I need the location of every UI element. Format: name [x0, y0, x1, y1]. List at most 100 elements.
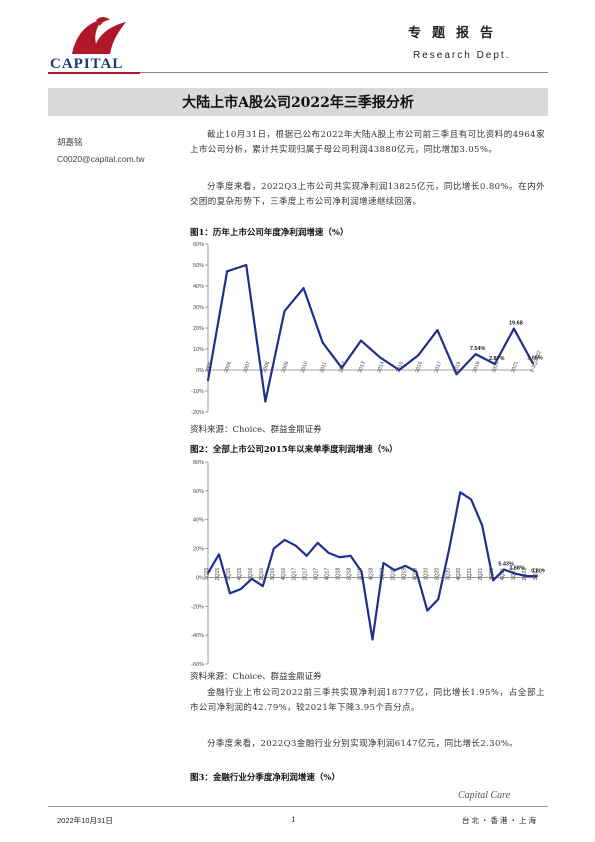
logo-wordmark: CAPITAL: [50, 56, 124, 72]
y-tick-label: 30%: [193, 305, 204, 311]
data-point: [294, 544, 297, 547]
report-type: 专题报告: [408, 26, 505, 41]
y-tick-label: 10%: [193, 347, 204, 353]
data-point: [327, 552, 330, 554]
data-point: [532, 362, 534, 365]
x-tick-label: 3Q19: [401, 568, 407, 581]
x-tick-label: 2012: [338, 361, 348, 374]
figure-1-source: 资料来源：Choice、群益金鼎证券: [190, 425, 322, 435]
data-point: [272, 547, 275, 550]
author-email[interactable]: C0020@capital.com.tw: [57, 154, 145, 164]
x-tick-label: 2014: [376, 361, 386, 374]
x-tick-label: 2Q15: [215, 568, 221, 581]
data-point: [481, 524, 484, 527]
data-point: [426, 609, 429, 612]
x-tick-label: 2Q19: [390, 568, 396, 581]
x-tick-label: 2008: [262, 361, 272, 374]
figure-1-title: 图1：历年上市公司年度净利润增速（%）: [190, 228, 349, 238]
data-point: [415, 570, 418, 573]
figure-2-source: 资料来源：Choice、群益金鼎证券: [190, 672, 322, 682]
data-point: [283, 310, 286, 313]
data-point: [250, 577, 253, 580]
title-bar: [48, 88, 548, 116]
data-point: [379, 356, 381, 359]
data-point: [245, 264, 248, 266]
y-tick-label: 0%: [196, 368, 204, 374]
paragraph-1: 截止10月31日，根据已公布2022年大陆A股上市公司前三季且有可比资料的496…: [190, 130, 545, 155]
x-tick-label: 2015: [395, 361, 405, 374]
research-dept: Research Dept.: [413, 50, 511, 61]
data-point: [321, 341, 324, 344]
x-tick-label: 1Q21: [467, 568, 473, 581]
x-tick-label: 4Q15: [237, 568, 243, 581]
data-point: [525, 575, 527, 577]
x-tick-label: 4Q17: [325, 568, 331, 581]
x-tick-label: 4Q18: [369, 568, 375, 581]
y-tick-label: -20%: [191, 604, 204, 610]
x-tick-label: 1Q19: [379, 568, 385, 581]
data-point: [302, 287, 305, 289]
logo-underline: [48, 72, 140, 74]
figure-3-title: 图3：金融行业分季度净利润增速（%）: [190, 773, 340, 783]
data-point: [437, 598, 440, 600]
data-point: [264, 400, 267, 403]
series-line: [207, 491, 538, 641]
data-point: [226, 270, 229, 273]
quarterly-profit-growth-chart: -60% -40% -20% 0% 20% 40% 60% 80% 1Q15 2Q15 3Q15 4Q…: [191, 460, 545, 668]
x-tick-label: 3Q16: [270, 568, 276, 581]
y-tick-label: 40%: [193, 284, 204, 290]
data-point: [218, 553, 220, 556]
data-point: [514, 572, 516, 575]
data-point: [512, 327, 515, 330]
figure-2-title: 图2：全部上市公司2015年以来单季度利润增速（%）: [190, 445, 398, 455]
footer-cities: 台北・香港・上海: [462, 816, 538, 825]
data-point: [360, 570, 363, 573]
x-tick-label: 4Q19: [412, 568, 418, 581]
x-tick-label: 3Q18: [358, 568, 364, 581]
data-point: [448, 547, 451, 550]
series-line: [206, 263, 534, 403]
x-tick-label: 2005: [204, 361, 214, 374]
data-point: [492, 579, 495, 582]
data-label: 2.68%: [509, 566, 525, 572]
x-tick-label: 3Q22: [533, 568, 539, 581]
data-label: 19.68: [509, 321, 523, 327]
y-tick-label: 50%: [193, 263, 204, 269]
x-tick-label: 2006: [223, 361, 233, 374]
data-label: 7.54%: [470, 346, 486, 352]
data-point: [316, 541, 319, 544]
author-name: 胡嘉铭: [57, 138, 83, 148]
x-tick-label: 3Q17: [314, 568, 320, 581]
x-tick-label: 2Q20: [434, 568, 440, 581]
x-tick-label: 2Q17: [303, 568, 309, 581]
data-point: [207, 572, 209, 574]
data-point: [455, 373, 458, 376]
data-point: [417, 354, 420, 357]
y-tick-label: 40%: [193, 518, 204, 524]
x-tick-label: 1Q22: [511, 568, 517, 581]
x-tick-label: 3Q15: [226, 568, 232, 581]
data-point: [470, 498, 473, 501]
x-tick-label: 2013: [357, 361, 367, 374]
y-tick-label: 20%: [193, 326, 204, 332]
x-tick-label: 2011: [319, 361, 328, 374]
x-tick-label: 2019: [472, 361, 482, 374]
y-tick-label: -60%: [191, 662, 204, 668]
header-divider: [48, 72, 548, 73]
data-point: [283, 539, 286, 541]
x-tick-label: 2016: [415, 361, 425, 374]
y-tick-label: 20%: [193, 547, 204, 553]
x-tick-label: 2Q18: [347, 568, 353, 581]
footer-brand-logo: Capital Care: [458, 790, 511, 801]
data-point: [240, 588, 242, 590]
x-tick-label: 4Q16: [281, 568, 287, 581]
x-tick-label: 1Q17: [292, 568, 298, 581]
data-label: 5.43%: [498, 562, 514, 568]
data-point: [493, 363, 496, 365]
data-point: [371, 638, 374, 641]
x-tick-label: 2010: [300, 361, 310, 374]
y-tick-label: 60%: [193, 242, 204, 248]
data-label: 3.05%: [527, 356, 543, 362]
data-point: [474, 353, 477, 356]
x-tick-label: 2021: [510, 361, 520, 374]
